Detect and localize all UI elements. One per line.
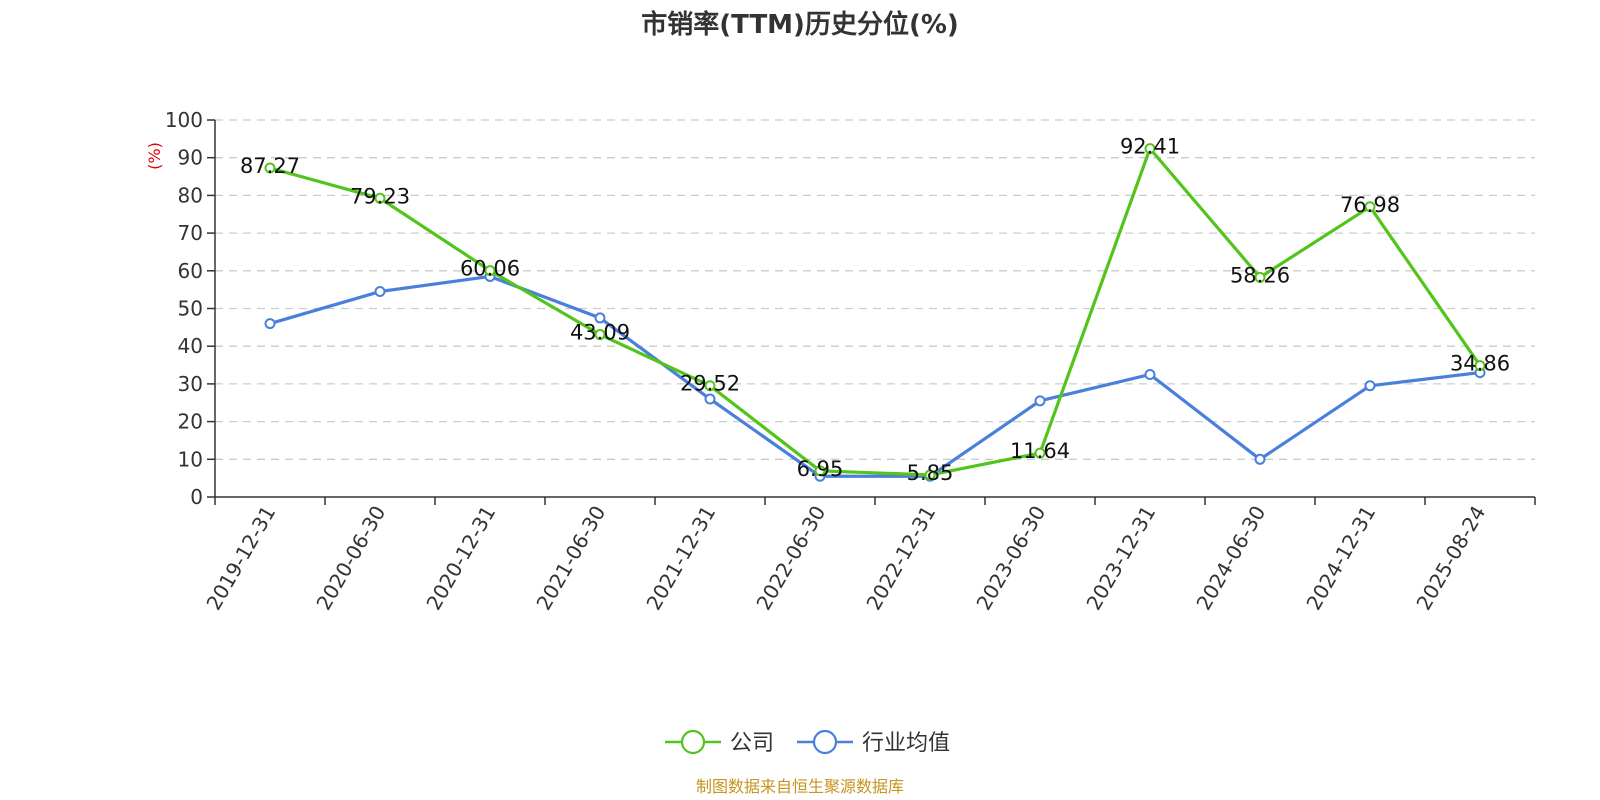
series-line-1 <box>269 274 1481 478</box>
data-point[interactable] <box>1254 271 1266 283</box>
y-tick-label: 60 <box>178 259 203 283</box>
data-point[interactable] <box>1364 380 1376 392</box>
series-lines <box>264 143 1486 482</box>
chart-title: 市销率(TTM)历史分位(%) <box>641 9 959 40</box>
data-point[interactable] <box>594 329 606 341</box>
data-label: 58.26 <box>1230 263 1290 287</box>
x-tick-label: 2022-06-30 <box>751 502 830 615</box>
data-point[interactable] <box>484 265 496 277</box>
data-label: 6.95 <box>797 457 844 481</box>
legend-swatch-circle-icon <box>680 729 706 755</box>
data-label: 5.85 <box>907 461 954 485</box>
legend-item-0[interactable]: 公司 <box>665 729 774 756</box>
y-tick-label: 0 <box>190 485 203 509</box>
data-point[interactable] <box>374 192 386 204</box>
data-label: 11.64 <box>1010 439 1070 463</box>
legend[interactable]: 公司 行业均值 <box>665 729 950 756</box>
y-tick-label: 70 <box>178 221 203 245</box>
data-label: 60.06 <box>460 257 520 281</box>
x-tick-label: 2021-12-31 <box>641 502 720 615</box>
data-source-note: 制图数据来自恒生聚源数据库 <box>696 777 904 796</box>
data-point[interactable] <box>1144 143 1156 155</box>
grid-lines <box>215 119 1535 460</box>
series-line-0 <box>269 147 1482 477</box>
legend-label: 行业均值 <box>862 731 950 756</box>
data-labels: 87.27 79.23 60.06 43.09 29.52 6.95 5.85 11.64 92… <box>240 135 1510 485</box>
y-tick-label: 20 <box>178 410 203 434</box>
legend-swatch-circle-icon <box>812 729 838 755</box>
y-tick-label: 100 <box>165 108 203 132</box>
data-label: 43.09 <box>570 321 630 345</box>
data-point[interactable] <box>704 393 716 405</box>
data-point[interactable] <box>1364 201 1376 213</box>
data-point[interactable] <box>1254 453 1266 465</box>
data-point[interactable] <box>264 318 276 330</box>
x-tick-label: 2020-12-31 <box>421 502 500 615</box>
x-tick-label: 2025-08-24 <box>1411 502 1490 615</box>
data-point[interactable] <box>704 380 716 392</box>
x-tick-label: 2022-12-31 <box>861 502 940 615</box>
data-label: 29.52 <box>680 372 740 396</box>
x-tick-label: 2021-06-30 <box>531 502 610 615</box>
data-label: 79.23 <box>350 184 410 208</box>
x-tick-label: 2020-06-30 <box>311 502 390 615</box>
data-point[interactable] <box>814 465 826 477</box>
data-label: 87.27 <box>240 154 300 178</box>
x-tick-label: 2023-12-31 <box>1081 502 1160 615</box>
data-point[interactable] <box>1034 447 1046 459</box>
y-axis-label: (%) <box>145 142 164 170</box>
x-tick-label: 2024-12-31 <box>1301 502 1380 615</box>
y-tick-label: 30 <box>178 372 203 396</box>
legend-item-1[interactable]: 行业均值 <box>797 729 950 756</box>
data-label: 92.41 <box>1120 135 1180 159</box>
y-tick-label: 50 <box>178 297 203 321</box>
y-tick-label: 80 <box>178 183 203 207</box>
y-tick-label: 10 <box>178 447 203 471</box>
y-tick-label: 40 <box>178 334 203 358</box>
data-point[interactable] <box>1474 360 1486 372</box>
x-tick-label: 2024-06-30 <box>1191 502 1270 615</box>
y-tick-label: 90 <box>178 146 203 170</box>
data-point[interactable] <box>1034 395 1046 407</box>
data-point[interactable] <box>264 162 276 174</box>
data-label: 34.86 <box>1450 352 1510 376</box>
data-point[interactable] <box>374 286 386 298</box>
data-point[interactable] <box>1144 368 1156 380</box>
data-label: 76.98 <box>1340 193 1400 217</box>
x-tick-label: 2019-12-31 <box>201 502 280 615</box>
x-tick-label: 2023-06-30 <box>971 502 1050 615</box>
data-point[interactable] <box>594 312 606 324</box>
data-point[interactable] <box>924 469 936 481</box>
legend-label: 公司 <box>730 731 774 756</box>
